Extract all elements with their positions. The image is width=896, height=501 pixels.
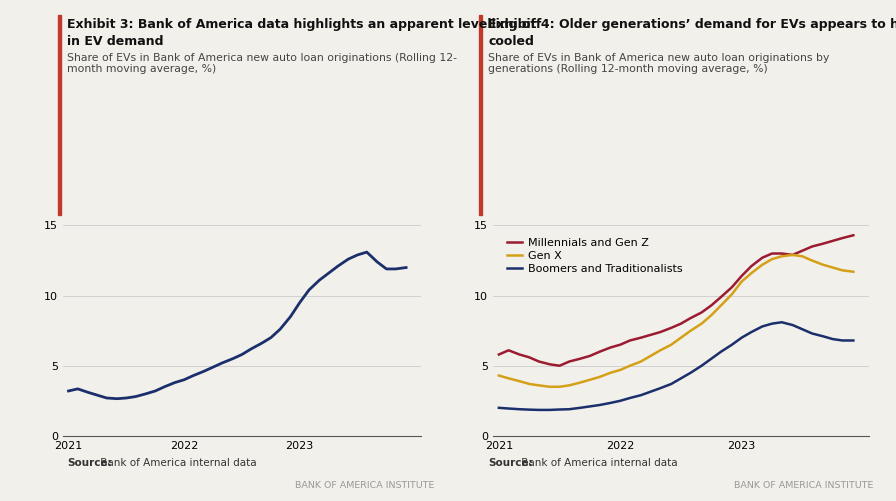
Text: BANK OF AMERICA INSTITUTE: BANK OF AMERICA INSTITUTE <box>734 481 874 490</box>
Text: Share of EVs in Bank of America new auto loan originations (Rolling 12-
month mo: Share of EVs in Bank of America new auto… <box>67 53 457 74</box>
Text: Exhibit 3: Bank of America data highlights an apparent levelling off: Exhibit 3: Bank of America data highligh… <box>67 18 541 31</box>
Text: Bank of America internal data: Bank of America internal data <box>518 458 677 468</box>
Text: cooled: cooled <box>488 35 534 48</box>
Text: in EV demand: in EV demand <box>67 35 164 48</box>
Text: BANK OF AMERICA INSTITUTE: BANK OF AMERICA INSTITUTE <box>295 481 435 490</box>
Text: Bank of America internal data: Bank of America internal data <box>97 458 256 468</box>
Text: Source:: Source: <box>488 458 533 468</box>
Legend: Millennials and Gen Z, Gen X, Boomers and Traditionalists: Millennials and Gen Z, Gen X, Boomers an… <box>502 233 686 279</box>
Text: Share of EVs in Bank of America new auto loan originations by
generations (Rolli: Share of EVs in Bank of America new auto… <box>488 53 830 74</box>
Text: Exhibit 4: Older generations’ demand for EVs appears to have: Exhibit 4: Older generations’ demand for… <box>488 18 896 31</box>
Text: Source:: Source: <box>67 458 112 468</box>
